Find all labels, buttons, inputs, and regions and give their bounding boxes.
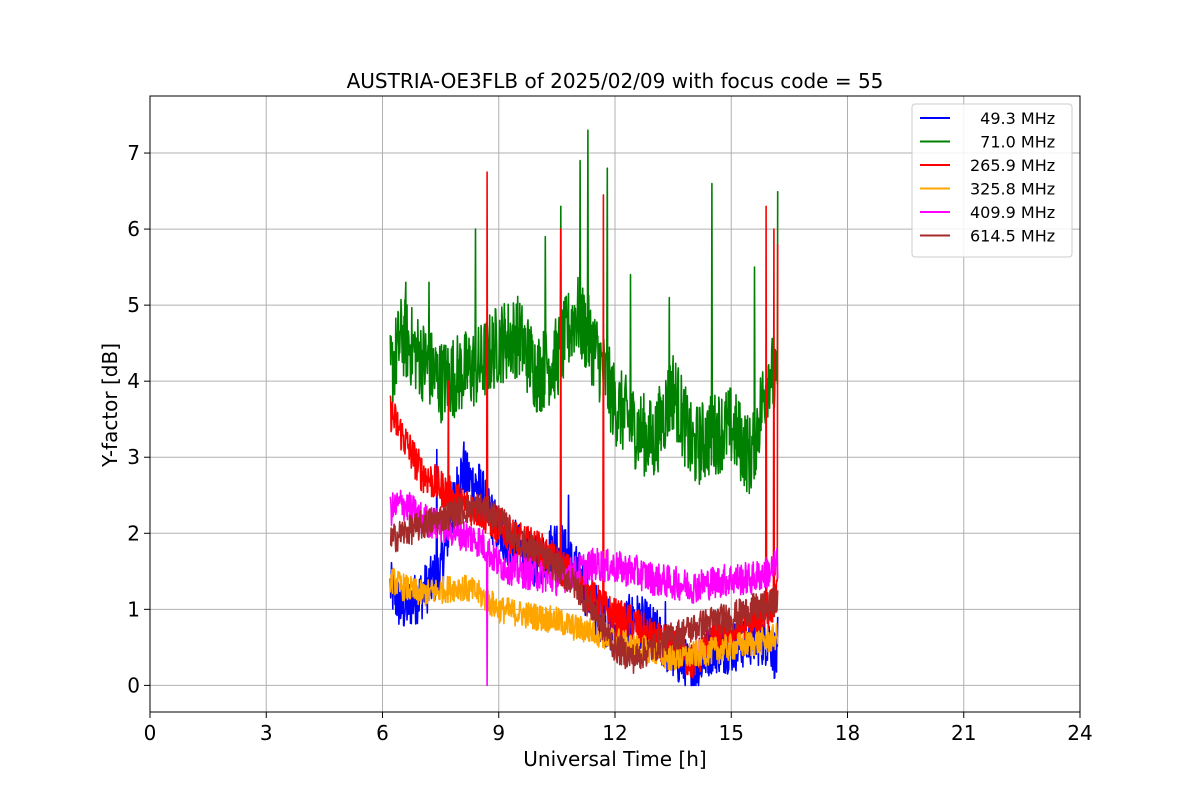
legend-entry: 325.8 MHz — [970, 180, 1055, 199]
y-tick-label: 7 — [127, 141, 140, 165]
y-tick-label: 1 — [127, 597, 140, 621]
x-tick-label: 18 — [835, 721, 860, 745]
x-tick-label: 0 — [144, 721, 157, 745]
legend-entry: 614.5 MHz — [970, 227, 1055, 246]
legend-entry: 49.3 MHz — [970, 109, 1055, 128]
x-tick-label: 9 — [492, 721, 505, 745]
legend-entry: 265.9 MHz — [970, 156, 1055, 175]
series-line — [389, 567, 779, 672]
series-line — [389, 493, 779, 674]
y-tick-label: 6 — [127, 217, 140, 241]
y-tick-label: 2 — [127, 521, 140, 545]
y-axis: 0 1 2 3 4 5 6 7 — [127, 141, 150, 697]
legend-entry: 71.0 MHz — [970, 133, 1055, 152]
series-line — [389, 129, 779, 495]
y-tick-label: 0 — [127, 673, 140, 697]
y-tick-label: 3 — [127, 445, 140, 469]
x-tick-label: 6 — [376, 721, 389, 745]
x-axis: 0 3 6 9 12 15 18 21 24 — [144, 712, 1093, 745]
x-axis-label: Universal Time [h] — [523, 747, 706, 771]
chart-title: AUSTRIA-OE3FLB of 2025/02/09 with focus … — [347, 69, 884, 93]
legend-box — [911, 103, 1073, 258]
y-axis-label: Y-factor [dB] — [98, 343, 122, 468]
plot-area — [389, 129, 779, 687]
x-tick-label: 24 — [1067, 721, 1092, 745]
legend-entry: 409.9 MHz — [970, 203, 1055, 222]
y-tick-label: 4 — [127, 369, 140, 393]
series-line — [389, 489, 779, 687]
legend: 49.3 MHz 71.0 MHz 265.9 MHz 325.8 MHz 409.9… — [911, 103, 1073, 258]
x-tick-label: 3 — [260, 721, 273, 745]
x-tick-label: 21 — [951, 721, 976, 745]
x-tick-label: 15 — [719, 721, 744, 745]
x-tick-label: 12 — [602, 721, 627, 745]
y-tick-label: 5 — [127, 293, 140, 317]
